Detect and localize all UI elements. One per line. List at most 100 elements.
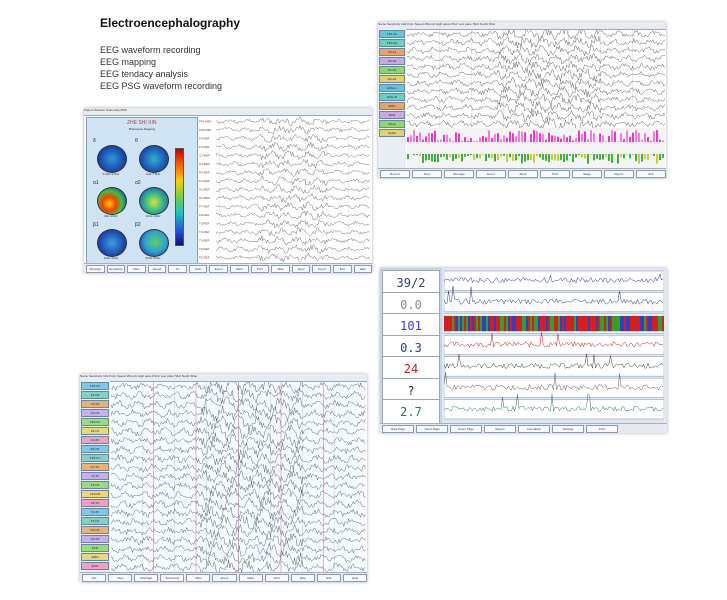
- stage-bar: [503, 154, 505, 156]
- toolbar-button[interactable]: Print: [540, 169, 570, 178]
- channel-button[interactable]: FP2-A2: [379, 39, 405, 47]
- trend-density: [544, 315, 546, 332]
- trend-density: [600, 315, 602, 332]
- toolbar-button[interactable]: Filter: [186, 573, 211, 582]
- channel-button[interactable]: EOG: [81, 562, 109, 570]
- event-bar: [410, 135, 412, 142]
- toolbar-button[interactable]: Edit: [316, 573, 341, 582]
- toolbar-button[interactable]: Filter: [127, 264, 146, 273]
- channel-button[interactable]: F8-T4: [81, 499, 109, 507]
- toolbar-button[interactable]: Help: [353, 264, 372, 273]
- trend-density: [630, 315, 632, 332]
- toolbar-button[interactable]: Record: [380, 169, 410, 178]
- head-map-icon: [139, 145, 169, 173]
- toolbar-button[interactable]: Print: [586, 424, 618, 433]
- trend-density: [520, 315, 522, 332]
- toolbar-button[interactable]: Montage: [86, 264, 105, 273]
- trend-density: [588, 315, 590, 332]
- trend-density: [512, 315, 514, 332]
- toolbar-button[interactable]: Settings: [552, 424, 584, 433]
- toolbar-button[interactable]: Exit: [332, 264, 352, 273]
- channel-button[interactable]: ECG: [81, 544, 109, 552]
- toolbar-button[interactable]: Help: [342, 573, 367, 582]
- toolbar-button[interactable]: Mark: [230, 264, 249, 273]
- channel-button[interactable]: FP1-F7: [81, 454, 109, 462]
- toolbar-button[interactable]: View: [108, 573, 133, 582]
- toolbar-button[interactable]: Mark: [238, 573, 263, 582]
- channel-button[interactable]: C4-P4: [81, 436, 109, 444]
- channel-button[interactable]: FP2-F4: [81, 418, 109, 426]
- toolbar-button[interactable]: Mark: [508, 169, 538, 178]
- toolbar-button[interactable]: Scan: [412, 169, 442, 178]
- channel-button[interactable]: FP2-F8: [81, 490, 109, 498]
- channel-button[interactable]: FZ-CZ: [81, 526, 109, 534]
- channel-button[interactable]: EMG: [379, 102, 405, 110]
- toolbar-button[interactable]: Print: [250, 264, 270, 273]
- channel-label: O1-REF: [199, 188, 210, 192]
- eeg-trace: [215, 252, 370, 262]
- toolbar-button[interactable]: Stage: [572, 169, 602, 178]
- toolbar-button[interactable]: Spec: [291, 264, 311, 273]
- channel-button[interactable]: O2-A2: [379, 75, 405, 83]
- channel-button[interactable]: T3-T5: [81, 472, 109, 480]
- toolbar-button[interactable]: Speed: [147, 264, 167, 273]
- toolbar-button[interactable]: Report: [604, 169, 634, 178]
- toolbar-button[interactable]: Trend Page: [416, 424, 448, 433]
- toolbar-button[interactable]: Exit: [636, 169, 666, 178]
- readout-column: 39/2 0.0 101 0.3 24? 2.7: [380, 268, 442, 425]
- bullet-list: EEG waveform recording EEG mapping EEG t…: [100, 44, 222, 92]
- channel-button[interactable]: EOG-R: [379, 93, 405, 101]
- toolbar-button[interactable]: Montage: [134, 573, 159, 582]
- channel-button[interactable]: F4-C4: [81, 427, 109, 435]
- channel-button[interactable]: T4-T6: [81, 508, 109, 516]
- trend-density: [590, 315, 592, 332]
- event-bar: [425, 136, 427, 142]
- toolbar-button[interactable]: Report: [484, 424, 516, 433]
- bottom-toolbar: Raw Page Trend Page Event Page Report Annota…: [380, 423, 667, 433]
- channel-button[interactable]: T5-O1: [81, 481, 109, 489]
- channel-button[interactable]: Resp: [379, 120, 405, 128]
- channel-button[interactable]: CZ-PZ: [81, 535, 109, 543]
- channel-button[interactable]: FP1-A1: [379, 30, 405, 38]
- toolbar-button[interactable]: Sensitivity: [106, 264, 126, 273]
- channel-button[interactable]: EMG: [81, 553, 109, 561]
- channel-button[interactable]: F3-C3: [81, 391, 109, 399]
- channel-button[interactable]: O1-A1: [379, 66, 405, 74]
- toolbar-button[interactable]: Raw Page: [382, 424, 414, 433]
- channel-button[interactable]: FP1-F3: [81, 382, 109, 390]
- channel-button[interactable]: ECG: [379, 111, 405, 119]
- toolbar-button[interactable]: Map: [290, 573, 315, 582]
- toolbar-button[interactable]: Gain: [188, 264, 208, 273]
- toolbar-button[interactable]: Event: [209, 264, 229, 273]
- channel-button[interactable]: P3-O1: [81, 409, 109, 417]
- toolbar-button[interactable]: Print: [264, 573, 289, 582]
- toolbar-button[interactable]: Map: [271, 264, 290, 273]
- event-bar: [431, 133, 433, 142]
- toolbar-button[interactable]: Sensitivity: [160, 573, 185, 582]
- event-bar: [458, 133, 460, 142]
- toolbar-button[interactable]: Annotation: [518, 424, 550, 433]
- channel-button[interactable]: SpO2: [379, 129, 405, 137]
- toolbar-button[interactable]: Event Page: [450, 424, 482, 433]
- channel-button[interactable]: F7-T3: [81, 463, 109, 471]
- channel-button[interactable]: C3-P3: [81, 400, 109, 408]
- toolbar-button[interactable]: Event: [476, 169, 506, 178]
- channel-button[interactable]: C4-A2: [379, 57, 405, 65]
- toolbar-button[interactable]: Trend: [312, 264, 331, 273]
- trend-density: [576, 315, 578, 332]
- toolbar-button[interactable]: Event: [212, 573, 237, 582]
- channel-button[interactable]: T6-O2: [81, 517, 109, 525]
- stage-bar: [623, 154, 625, 159]
- brain-map: α1 8Hz-10Hz: [93, 180, 129, 222]
- event-bar: [518, 130, 520, 142]
- channel-button[interactable]: C3-A1: [379, 48, 405, 56]
- toolbar-button[interactable]: Montage: [444, 169, 474, 178]
- channel-button[interactable]: P4-O2: [81, 445, 109, 453]
- channel-label: P3-REF: [199, 170, 210, 174]
- channel-label: F8-REF: [199, 213, 210, 217]
- stage-bar: [461, 154, 463, 162]
- channel-button[interactable]: EOG-L: [379, 84, 405, 92]
- toolbar-button[interactable]: TC: [168, 264, 187, 273]
- toolbar-button[interactable]: File: [82, 573, 107, 582]
- stage-bar: [563, 154, 565, 162]
